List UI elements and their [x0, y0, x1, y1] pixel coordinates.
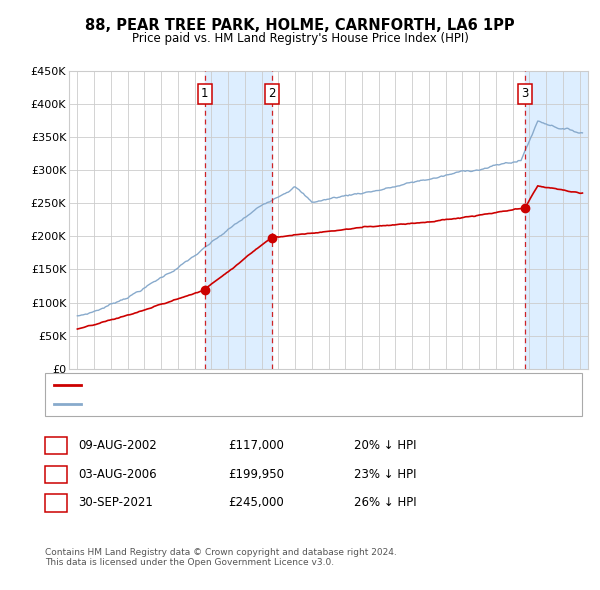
Text: 3: 3	[52, 496, 59, 509]
Text: 30-SEP-2021: 30-SEP-2021	[78, 496, 153, 509]
Text: 20% ↓ HPI: 20% ↓ HPI	[354, 439, 416, 452]
Text: Contains HM Land Registry data © Crown copyright and database right 2024.
This d: Contains HM Land Registry data © Crown c…	[45, 548, 397, 567]
Text: Price paid vs. HM Land Registry's House Price Index (HPI): Price paid vs. HM Land Registry's House …	[131, 32, 469, 45]
Text: 23% ↓ HPI: 23% ↓ HPI	[354, 468, 416, 481]
Text: £245,000: £245,000	[228, 496, 284, 509]
Text: 1: 1	[201, 87, 208, 100]
Text: 26% ↓ HPI: 26% ↓ HPI	[354, 496, 416, 509]
Text: 1: 1	[52, 439, 59, 452]
Text: 2: 2	[268, 87, 275, 100]
Text: 88, PEAR TREE PARK, HOLME, CARNFORTH, LA6 1PP: 88, PEAR TREE PARK, HOLME, CARNFORTH, LA…	[85, 18, 515, 32]
Bar	[205, 71, 272, 369]
Text: HPI: Average price, detached house, Westmorland and Furness: HPI: Average price, detached house, West…	[87, 399, 415, 409]
Text: £199,950: £199,950	[228, 468, 284, 481]
Text: 2: 2	[52, 468, 59, 481]
Text: 3: 3	[521, 87, 529, 100]
Text: £117,000: £117,000	[228, 439, 284, 452]
Text: 03-AUG-2006: 03-AUG-2006	[78, 468, 157, 481]
Text: 09-AUG-2002: 09-AUG-2002	[78, 439, 157, 452]
Text: 88, PEAR TREE PARK, HOLME, CARNFORTH, LA6 1PP (detached house): 88, PEAR TREE PARK, HOLME, CARNFORTH, LA…	[87, 380, 451, 390]
Bar	[525, 71, 588, 369]
